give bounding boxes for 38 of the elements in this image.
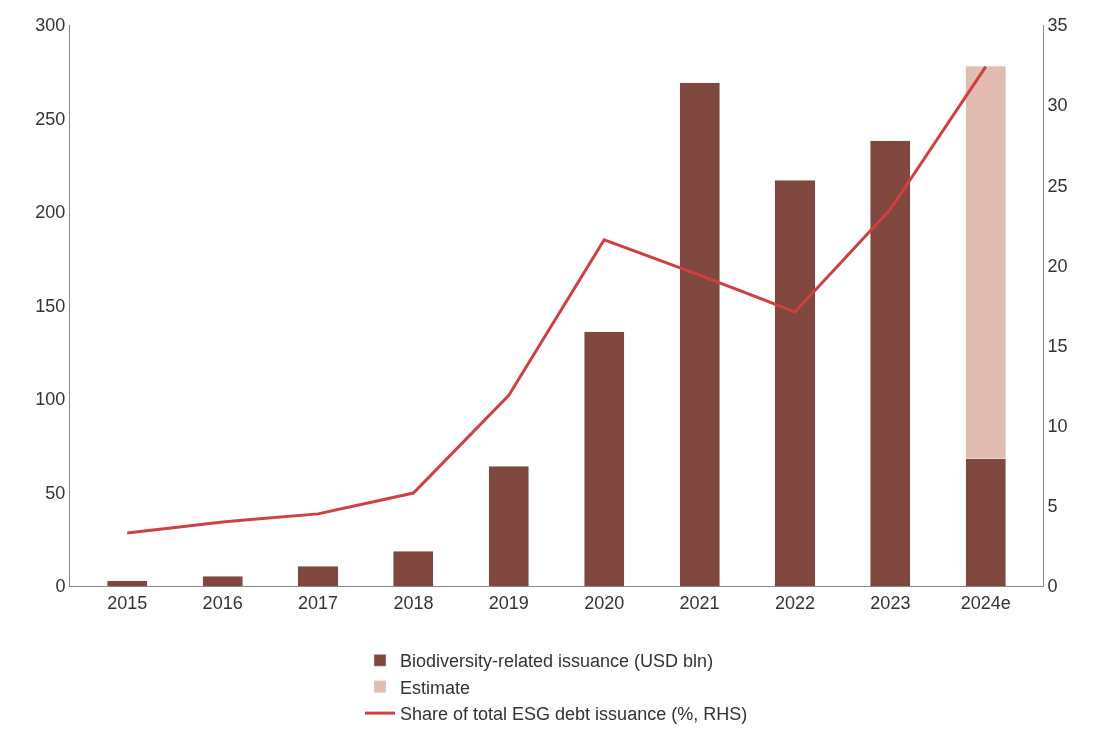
x-tick-label: 2016 (202, 592, 243, 613)
line-series (125, 65, 988, 535)
x-tick-label: 2019 (488, 592, 529, 613)
bar (774, 179, 816, 586)
y-tick-label: 300 (35, 15, 66, 36)
bar (297, 565, 339, 586)
x-tick-label: 2024e (960, 592, 1011, 613)
x-tick-label: 2023 (870, 592, 911, 613)
y-tick-label: 50 (45, 482, 66, 503)
y-tick-label: 150 (35, 295, 66, 316)
bar (106, 580, 148, 586)
bar (202, 575, 243, 586)
y2-tick-label: 10 (1047, 416, 1068, 437)
y2-tick-label: 5 (1047, 496, 1058, 517)
y2-tick-label: 30 (1047, 95, 1068, 116)
x-tick-label: 2017 (298, 592, 339, 613)
bar (870, 140, 911, 586)
y2-tick-label: 15 (1047, 335, 1068, 356)
bar (488, 466, 530, 586)
x-tick-label: 2022 (774, 592, 815, 613)
legend-label: Estimate (400, 677, 471, 698)
y2-tick-label: 35 (1047, 15, 1068, 36)
y-tick-label: 250 (35, 108, 66, 129)
bar (393, 550, 434, 586)
x-tick-label: 2018 (393, 592, 434, 613)
y-tick-label: 100 (35, 389, 66, 410)
x-tick-label: 2021 (679, 592, 720, 613)
x-tick-label: 2020 (584, 592, 625, 613)
y-tick-label: 200 (35, 202, 66, 223)
y2-tick-label: 20 (1047, 255, 1068, 276)
x-tick-label: 2015 (107, 592, 148, 613)
y-tick-label: 0 (55, 576, 66, 597)
legend-label: Share of total ESG debt issuance (%, RHS) (400, 704, 748, 725)
y2-tick-label: 0 (1047, 576, 1058, 597)
y2-tick-label: 25 (1047, 175, 1068, 196)
legend-label: Biodiversity-related issuance (USD bln) (400, 651, 714, 672)
bar (679, 82, 720, 586)
bar (583, 331, 625, 586)
